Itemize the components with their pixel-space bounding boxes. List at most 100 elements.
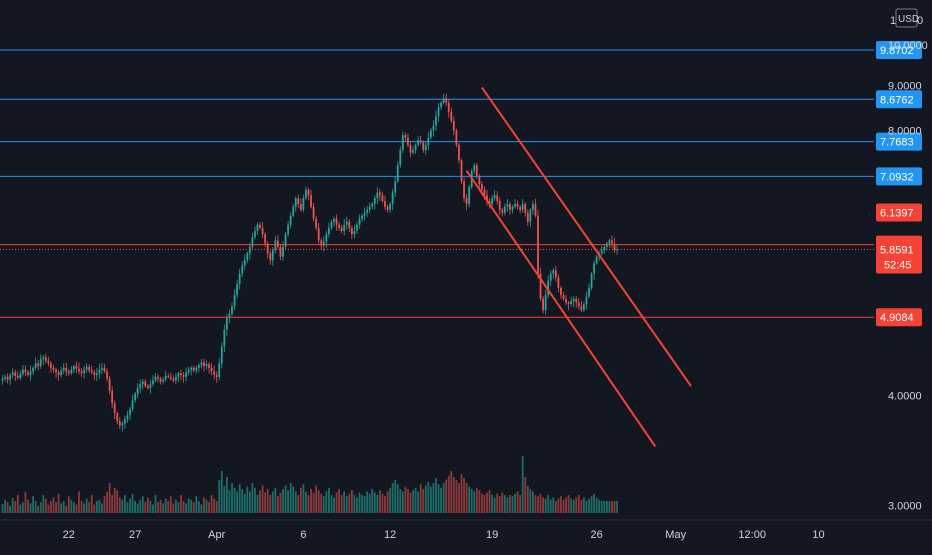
candle-body — [608, 240, 611, 244]
volume-bar — [516, 491, 519, 513]
x-tick-label: 22 — [63, 529, 75, 541]
volume-bar — [277, 496, 279, 513]
candle-body — [261, 227, 264, 235]
volume-bar — [85, 498, 88, 513]
candle-body — [164, 375, 167, 380]
candle-body — [34, 363, 37, 368]
candle-body — [124, 419, 126, 424]
candle-body — [524, 203, 527, 213]
volume-bar — [83, 503, 85, 513]
candle-body — [118, 421, 121, 426]
volume-bar — [534, 495, 537, 513]
volume-bar — [373, 492, 376, 513]
volume-bar — [368, 493, 371, 513]
candle-body — [238, 273, 241, 285]
volume-bar — [203, 497, 205, 513]
volume-bar — [603, 501, 606, 513]
candle-body — [368, 206, 371, 210]
volume-bar — [595, 497, 598, 513]
x-tick-label: 19 — [486, 529, 498, 541]
volume-bar — [231, 483, 233, 513]
candle-body — [529, 209, 532, 222]
volume-bar — [34, 501, 37, 513]
candle-body — [101, 367, 103, 370]
candle-body — [299, 203, 302, 210]
trendline[interactable] — [481, 86, 692, 387]
volume-bar — [544, 498, 547, 513]
candle-body — [52, 367, 55, 370]
price-line-label: 8.6762 — [880, 94, 914, 106]
volume-bar — [511, 496, 514, 513]
candle-body — [215, 375, 218, 377]
volume-bar — [350, 490, 353, 513]
volume-bar — [103, 496, 106, 513]
x-tick-label: May — [665, 529, 686, 541]
volume-bar — [381, 493, 384, 513]
candle-body — [422, 142, 425, 150]
y-tick-label: 10.0000 — [888, 40, 928, 52]
volume-bar — [333, 497, 335, 513]
volume-bar — [506, 497, 509, 513]
candle-body — [498, 201, 501, 210]
volume-bar — [422, 489, 425, 513]
volume-bar — [80, 501, 83, 513]
volume-bar — [565, 497, 567, 513]
currency-selector[interactable] — [895, 8, 918, 28]
candle-body — [236, 284, 238, 296]
candle-body — [141, 381, 144, 385]
volume-bar — [470, 489, 473, 513]
volume-bar — [437, 484, 440, 513]
candle-body — [210, 367, 213, 372]
candle-body — [83, 369, 85, 374]
volume-bar — [307, 495, 310, 513]
volume-bar — [384, 496, 386, 513]
volume-bar — [121, 499, 124, 513]
candle-body — [447, 102, 450, 112]
candle-body — [335, 218, 338, 225]
volume-bar — [70, 499, 73, 513]
candle-body — [315, 218, 318, 228]
volume-bar — [101, 503, 103, 513]
candle-body — [108, 378, 111, 391]
candle-body — [340, 227, 343, 231]
candle-body — [544, 295, 547, 311]
candle-body — [169, 376, 172, 379]
candle-body — [580, 306, 583, 311]
candle-body — [412, 149, 414, 153]
volume-bar — [575, 497, 578, 513]
currency-label: USD — [898, 14, 919, 25]
volume-bar — [580, 499, 583, 513]
candle-body — [384, 201, 386, 207]
trendline[interactable] — [465, 170, 657, 448]
candle-body — [254, 230, 256, 238]
volume-bar — [52, 497, 55, 513]
volume-bar — [113, 487, 116, 513]
volume-bar — [598, 499, 601, 513]
volume-bar — [233, 487, 236, 513]
y-tick-label: 4.0000 — [888, 391, 922, 403]
volume-bar — [297, 495, 300, 513]
volume-bar — [302, 484, 305, 513]
candle-body — [167, 375, 170, 377]
candle-body — [445, 98, 448, 103]
volume-bar — [312, 492, 315, 513]
volume-bar — [572, 499, 575, 513]
candle-body — [65, 367, 68, 372]
y-tick-label: 1 — [890, 15, 896, 27]
volume-bar — [379, 490, 381, 513]
volume-bar — [19, 504, 22, 513]
volume-bar — [562, 499, 565, 513]
candle-body — [136, 387, 139, 394]
candle-body — [294, 198, 297, 207]
candle-body — [452, 120, 455, 131]
candle-body — [343, 224, 346, 231]
volume-bar — [274, 487, 277, 513]
volume-bar — [465, 483, 468, 513]
candle-body — [134, 393, 136, 401]
candle-body — [205, 364, 208, 367]
candle-body — [389, 203, 391, 210]
volume-bar — [208, 502, 210, 513]
